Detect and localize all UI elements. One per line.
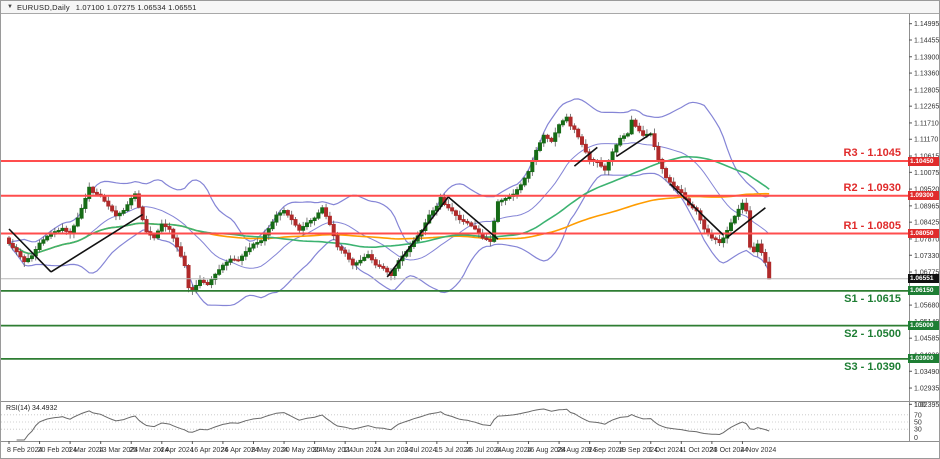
rsi-indicator-label: RSI(14) 34.4932 xyxy=(6,405,58,412)
svg-text:1.04585: 1.04585 xyxy=(914,336,939,343)
level-label-s1[interactable]: S1 - 1.0615 xyxy=(844,292,901,305)
svg-text:100: 100 xyxy=(914,402,926,409)
svg-text:1.05680: 1.05680 xyxy=(914,303,939,310)
price-tag-s1: 1.06150 xyxy=(908,286,939,296)
svg-text:1.06775: 1.06775 xyxy=(914,270,939,277)
svg-text:50: 50 xyxy=(914,420,922,427)
trendlines[interactable] xyxy=(8,133,766,278)
svg-text:30 May 2024: 30 May 2024 xyxy=(313,447,354,454)
svg-text:4 Apr 2024: 4 Apr 2024 xyxy=(160,447,194,454)
svg-text:19 Sep 2024: 19 Sep 2024 xyxy=(618,447,658,454)
svg-text:1.10075: 1.10075 xyxy=(914,170,939,177)
svg-text:20 May 2024: 20 May 2024 xyxy=(282,447,323,454)
level-label-r2[interactable]: R2 - 1.0930 xyxy=(843,181,901,194)
svg-text:23 Oct 2024: 23 Oct 2024 xyxy=(710,447,748,454)
chart-ohlc-values: 1.07100 1.07275 1.06534 1.06551 xyxy=(75,2,197,12)
svg-text:15 Jul 2024: 15 Jul 2024 xyxy=(435,447,471,454)
indicator-lines xyxy=(8,98,770,307)
svg-text:3 Jul 2024: 3 Jul 2024 xyxy=(404,447,436,454)
price-tag-r1: 1.08050 xyxy=(908,229,939,238)
svg-text:16 Aug 2024: 16 Aug 2024 xyxy=(527,447,566,454)
svg-text:1 Oct 2024: 1 Oct 2024 xyxy=(649,447,683,454)
svg-text:16 Apr 2024: 16 Apr 2024 xyxy=(190,447,228,454)
svg-text:0: 0 xyxy=(914,435,918,442)
svg-text:8 May 2024: 8 May 2024 xyxy=(251,447,288,454)
svg-text:1.11710: 1.11710 xyxy=(914,120,939,127)
svg-text:1.02935: 1.02935 xyxy=(914,386,939,393)
svg-text:13 Mar 2024: 13 Mar 2024 xyxy=(99,447,138,454)
svg-text:30: 30 xyxy=(914,427,922,434)
svg-text:11 Oct 2024: 11 Oct 2024 xyxy=(679,447,717,454)
support-resistance-lines[interactable] xyxy=(1,160,909,360)
svg-text:11 Jun 2024: 11 Jun 2024 xyxy=(343,447,381,454)
level-label-s3[interactable]: S3 - 1.0390 xyxy=(844,360,901,373)
svg-text:1.02395: 1.02395 xyxy=(914,402,939,409)
price-tag-r3: 1.10450 xyxy=(908,156,939,166)
svg-text:1.12265: 1.12265 xyxy=(914,104,939,111)
svg-text:1.07870: 1.07870 xyxy=(914,236,939,243)
svg-text:8 Feb 2024: 8 Feb 2024 xyxy=(7,447,43,454)
svg-text:21 Jun 2024: 21 Jun 2024 xyxy=(374,447,413,454)
svg-text:70: 70 xyxy=(914,412,922,419)
svg-text:6 Aug 2024: 6 Aug 2024 xyxy=(496,447,532,454)
svg-text:1 Mar 2024: 1 Mar 2024 xyxy=(68,447,104,454)
svg-text:25 Jul 2024: 25 Jul 2024 xyxy=(465,447,501,454)
collapse-triangle-icon[interactable]: ▼ xyxy=(7,3,13,10)
chart-titlebar: ▼ EURUSD,Daily 1.07100 1.07275 1.06534 1… xyxy=(1,1,939,14)
svg-text:9 Sep 2024: 9 Sep 2024 xyxy=(588,447,624,454)
svg-text:1.08425: 1.08425 xyxy=(914,220,939,227)
svg-text:1.12805: 1.12805 xyxy=(914,87,939,94)
level-label-r1[interactable]: R1 - 1.0805 xyxy=(843,219,901,232)
svg-text:1.08965: 1.08965 xyxy=(914,203,939,210)
level-label-r3[interactable]: R3 - 1.1045 xyxy=(843,147,901,159)
price-tag-r2: 1.09300 xyxy=(908,191,939,201)
svg-text:25 Mar 2024: 25 Mar 2024 xyxy=(129,447,168,454)
svg-text:1.11170: 1.11170 xyxy=(914,137,938,144)
svg-text:28 Aug 2024: 28 Aug 2024 xyxy=(557,447,596,454)
svg-text:1.13900: 1.13900 xyxy=(914,54,939,61)
level-label-s2[interactable]: S2 - 1.0500 xyxy=(844,327,901,340)
svg-text:1.14995: 1.14995 xyxy=(914,21,939,28)
svg-text:1.13360: 1.13360 xyxy=(914,71,939,78)
svg-text:1.09520: 1.09520 xyxy=(914,187,939,194)
price-tag-s2: 1.05000 xyxy=(908,321,939,331)
svg-text:26 Apr 2024: 26 Apr 2024 xyxy=(221,447,259,454)
svg-text:4 Nov 2024: 4 Nov 2024 xyxy=(740,447,776,454)
svg-text:20 Feb 2024: 20 Feb 2024 xyxy=(38,447,77,454)
svg-text:1.07330: 1.07330 xyxy=(914,253,939,260)
svg-text:1.14455: 1.14455 xyxy=(914,38,939,45)
chart-symbol-title: EURUSD,Daily xyxy=(16,2,70,12)
price-tag-s3: 1.03900 xyxy=(908,354,939,364)
current-price-tag: 1.06551 xyxy=(908,274,939,284)
svg-text:1.03490: 1.03490 xyxy=(914,369,939,376)
